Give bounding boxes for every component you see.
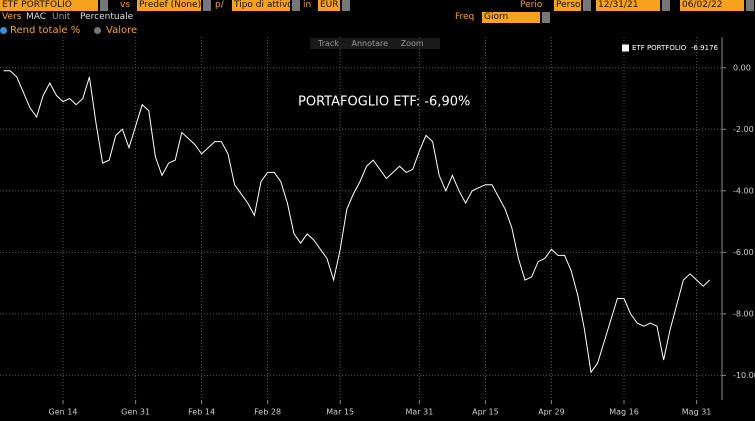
option[interactable]: Valore <box>106 25 138 36</box>
x-tick-label: Gen 31 <box>121 408 150 417</box>
x-tick-label: Mag 16 <box>609 408 639 417</box>
x-tick-label: Gen 14 <box>49 408 78 417</box>
label: Freq <box>455 12 475 22</box>
chart-toolbar: Track Annotare Zoom <box>310 38 440 49</box>
tool[interactable]: Track <box>318 39 339 48</box>
period-field[interactable]: Perso <box>554 0 581 11</box>
y-tick-label: -4.00 <box>733 186 754 195</box>
asset-type-field[interactable]: Tipo di attivo <box>232 0 290 11</box>
dropdown-arrow[interactable] <box>292 0 300 11</box>
x-tick-label: Feb 28 <box>254 408 281 417</box>
security-field[interactable]: ETF PORTFOLIO <box>0 0 98 11</box>
dropdown-arrow[interactable] <box>100 0 108 11</box>
radio-button[interactable] <box>0 27 7 34</box>
dropdown-arrow[interactable] <box>542 12 550 23</box>
label: Perio <box>520 0 543 10</box>
label: vs <box>120 0 131 10</box>
tool[interactable]: Annotare <box>351 39 389 48</box>
legend-swatch <box>622 44 629 52</box>
x-tick-label: Apr 29 <box>538 408 565 417</box>
y-tick-label: 0.00 <box>733 63 751 72</box>
legend-value: -6.9176 <box>691 44 719 52</box>
legend-label: ETF PORTFOLIO <box>632 44 687 52</box>
end-date-field[interactable]: 06/02/22 <box>680 0 744 11</box>
x-tick-label: Mar 31 <box>405 408 433 417</box>
y-tick-label: -10.00 <box>733 371 755 380</box>
y-tick-label: -8.00 <box>733 309 754 318</box>
freq-field[interactable]: Giorn <box>482 12 540 23</box>
radio-button[interactable] <box>94 27 101 34</box>
x-tick-label: Mag 31 <box>682 408 712 417</box>
unit[interactable]: Percentuale <box>80 12 134 22</box>
dropdown-arrow[interactable] <box>342 0 350 11</box>
dropdown-arrow[interactable] <box>583 0 591 11</box>
plot-background <box>0 37 755 421</box>
label: Vers <box>2 12 22 22</box>
x-tick-label: Apr 15 <box>472 408 499 417</box>
start-date-field[interactable]: 12/31/21 <box>596 0 660 11</box>
currency-field[interactable]: EUR <box>318 0 340 11</box>
annotation: PORTAFOGLIO ETF: -6,90% <box>298 95 470 110</box>
label: in <box>303 0 312 10</box>
series-line <box>3 70 711 374</box>
tool[interactable]: Zoom <box>400 39 424 48</box>
dropdown-arrow[interactable] <box>662 0 670 11</box>
label: p/ <box>215 0 224 10</box>
benchmark-field[interactable]: Predef (None) <box>137 0 201 11</box>
x-tick-label: Feb 14 <box>188 408 215 417</box>
version[interactable]: MAC <box>26 12 47 22</box>
option[interactable]: Rend totale % <box>10 25 81 36</box>
y-tick-label: -2.00 <box>733 125 754 134</box>
y-tick-label: -6.00 <box>733 248 754 257</box>
dropdown-arrow[interactable] <box>746 0 754 11</box>
dropdown-arrow[interactable] <box>203 0 211 11</box>
x-tick-label: Mar 15 <box>326 408 354 417</box>
label: Unit <box>52 12 71 22</box>
